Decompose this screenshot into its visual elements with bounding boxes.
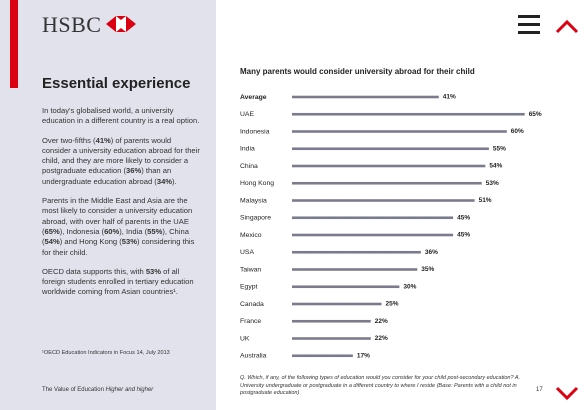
- chart-title: Many parents would consider university a…: [240, 67, 475, 76]
- bar: [292, 250, 421, 254]
- footnote: ¹OECD Education Indicators in Focus 14, …: [42, 350, 170, 356]
- value-label: 65%: [529, 111, 542, 118]
- text-run: of all foreign students enrolled in tert…: [42, 266, 194, 297]
- text-run: Higher and higher: [105, 387, 154, 393]
- text-run: 55%: [147, 226, 163, 236]
- bar: [292, 337, 371, 340]
- text-run: 34%: [156, 176, 173, 186]
- bar: [292, 302, 382, 306]
- paragraph: Over two-fifths (41%) of parents would c…: [42, 136, 200, 187]
- logo-mark: [106, 16, 136, 32]
- text-run: ) considering this for their child.: [42, 237, 195, 257]
- page-number: 17: [536, 387, 543, 393]
- scroll-up[interactable]: [555, 19, 579, 34]
- category-label: UK: [240, 335, 250, 342]
- category-label: USA: [240, 249, 254, 256]
- bar: [292, 354, 353, 358]
- value-label: 54%: [489, 163, 502, 170]
- category-label: Average: [240, 94, 267, 101]
- category-label: Mexico: [240, 232, 262, 239]
- text-run: ), India (: [119, 226, 148, 236]
- value-label: 22%: [375, 335, 388, 342]
- scroll-down[interactable]: [555, 386, 579, 401]
- text-run: 36%: [126, 166, 142, 176]
- value-label: 41%: [443, 94, 456, 101]
- category-label: Hong Kong: [240, 180, 274, 187]
- text-run: The Value of Education: [42, 387, 106, 393]
- category-label: France: [240, 318, 261, 325]
- category-label: Indonesia: [240, 128, 270, 135]
- red-bar: [10, 0, 18, 88]
- text-run: ) than an undergraduate education abroad…: [42, 166, 172, 186]
- value-label: 55%: [493, 145, 506, 152]
- paragraph: OECD data supports this, with 53% of all…: [42, 267, 200, 298]
- text-run: ), China (: [42, 226, 189, 247]
- bar: [292, 95, 439, 99]
- category-label: India: [240, 146, 255, 153]
- paragraph: Parents in the Middle East and Asia are …: [42, 196, 200, 258]
- footer: The Value of Education Higher and higher: [42, 387, 153, 393]
- category-label: Australia: [240, 353, 267, 360]
- bar: [292, 216, 454, 220]
- bar: [292, 147, 489, 151]
- chart-note: Q. Which, if any, of the following types…: [240, 375, 521, 397]
- logo-text: HSBC: [42, 12, 102, 37]
- category-label: Malaysia: [240, 197, 267, 204]
- bar: [292, 181, 482, 185]
- category-label: China: [240, 163, 258, 170]
- value-label: 45%: [457, 232, 470, 239]
- text-run: Parents in the Middle East and Asia are …: [42, 196, 193, 236]
- category-label: Singapore: [240, 215, 271, 222]
- text-run: In today's globalised world, a universit…: [42, 106, 200, 126]
- bar: [292, 164, 486, 168]
- text-run: Over two-fifths (: [42, 135, 96, 145]
- text-run: OECD data supports this, with: [42, 266, 146, 276]
- category-label: Egypt: [240, 284, 257, 291]
- text-run: 53%: [145, 266, 162, 276]
- category-label: UAE: [240, 111, 254, 118]
- text-run: ), Indonesia (: [59, 226, 105, 236]
- text-run: 54%: [44, 237, 60, 247]
- value-label: 35%: [421, 266, 434, 273]
- category-label: Canada: [240, 301, 264, 308]
- menu-icon[interactable]: [518, 15, 540, 34]
- value-label: 30%: [403, 283, 416, 290]
- value-label: 51%: [479, 197, 492, 204]
- category-label: Taiwan: [240, 266, 261, 273]
- value-label: 36%: [425, 249, 438, 256]
- value-label: 53%: [486, 180, 499, 187]
- bar: [292, 199, 475, 202]
- value-label: 45%: [457, 214, 470, 221]
- value-label: 22%: [375, 318, 388, 325]
- value-label: 60%: [511, 128, 524, 135]
- paragraph: In today's globalised world, a universit…: [42, 106, 200, 127]
- bar: [292, 233, 454, 237]
- sidebar-text: In today's globalised world, a universit…: [42, 106, 200, 307]
- text-run: 41%: [95, 135, 111, 145]
- sidebar: [0, 0, 216, 410]
- text-run: ) of parents would consider a university…: [42, 135, 200, 176]
- bar: [292, 130, 507, 133]
- text-run: 53%: [121, 237, 137, 247]
- text-run: ).: [172, 176, 177, 186]
- text-run: 60%: [104, 226, 120, 236]
- bar: [292, 285, 400, 289]
- bar: [292, 268, 418, 271]
- sidebar-title: Essential experience: [42, 75, 191, 92]
- text-run: 65%: [44, 226, 60, 236]
- value-label: 17%: [357, 352, 370, 359]
- bar: [292, 112, 525, 116]
- value-label: 25%: [386, 301, 399, 308]
- text-run: ) and Hong Kong (: [59, 237, 122, 247]
- bar: [292, 319, 371, 323]
